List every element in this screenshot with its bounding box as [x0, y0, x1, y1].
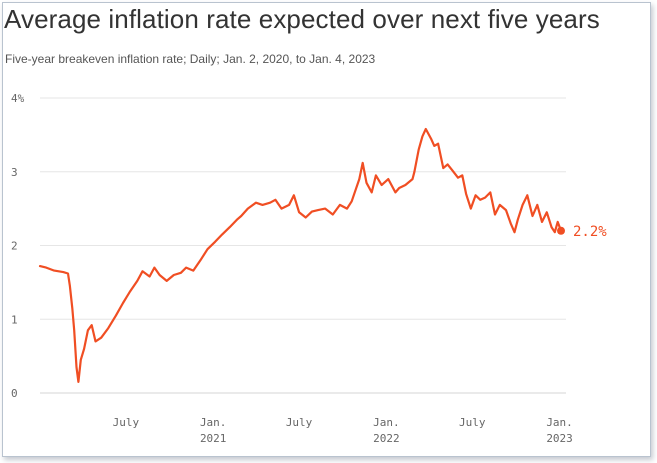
gridlines: [40, 97, 566, 394]
x-tick-label: July: [459, 416, 486, 429]
end-point-marker: [557, 226, 565, 235]
end-value-label: 2.2%: [573, 224, 607, 240]
y-tick-label: 1: [11, 313, 18, 326]
y-tick-label: 0: [11, 387, 18, 400]
x-tick-label: Jan.: [546, 416, 573, 429]
x-axis-ticks: July Jan. 2021 July Jan. 2022 July Jan. 2023: [113, 416, 573, 445]
x-tick-label: July: [286, 416, 313, 429]
y-axis-ticks: 0 1 2 3 4%: [11, 92, 25, 400]
x-tick-label: July: [113, 416, 140, 429]
chart-frame: [2, 2, 651, 457]
series-line: [38, 127, 563, 383]
chart-subtitle: Five-year breakeven inflation rate; Dail…: [5, 52, 376, 66]
y-tick-label: 4%: [11, 92, 25, 105]
x-tick-label: Jan.: [373, 416, 400, 429]
x-tick-year-label: 2023: [546, 432, 573, 445]
plot-area: 2.2%: [38, 127, 607, 383]
chart-title: Average inflation rate expected over nex…: [4, 4, 600, 34]
y-tick-label: 3: [11, 166, 18, 179]
y-tick-label: 2: [11, 240, 18, 253]
x-tick-label: Jan.: [200, 416, 227, 429]
x-tick-year-label: 2022: [373, 432, 400, 445]
x-tick-year-label: 2021: [200, 432, 227, 445]
